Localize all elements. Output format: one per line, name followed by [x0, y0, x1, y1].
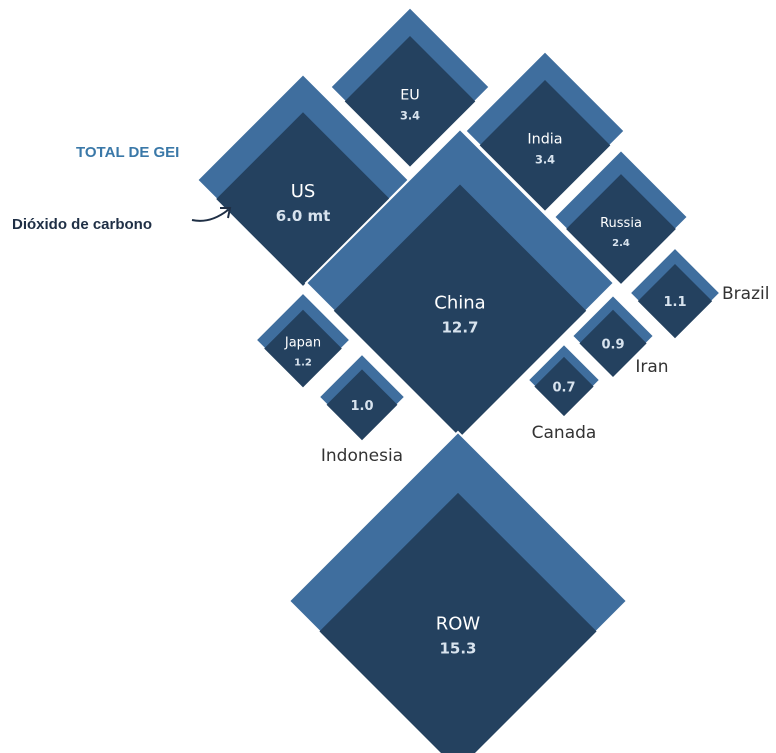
legend-co2: Dióxido de carbono	[12, 216, 153, 233]
value-china: 12.7	[441, 319, 478, 337]
diamond-row: ROW 15.3	[287, 430, 629, 753]
co2-diamond-iran	[579, 309, 647, 377]
co2-diamond-indonesia	[326, 369, 398, 441]
co2-diamond-row	[319, 492, 597, 753]
label-japan: Japan	[284, 336, 321, 351]
value-iran: 0.9	[601, 337, 624, 352]
label-brazil: Brazil	[722, 284, 769, 304]
co2-diamond-canada	[534, 356, 594, 417]
co2-diamond-brazil	[637, 264, 713, 339]
label-russia: Russia	[600, 216, 642, 231]
label-us: US	[291, 181, 316, 202]
label-iran: Iran	[635, 357, 668, 377]
diamond-brazil: 1.1 Brazil	[628, 246, 769, 340]
diamond-eu: EU 3.4	[328, 5, 492, 169]
co2-diamond-japan	[264, 309, 342, 388]
value-eu: 3.4	[400, 109, 420, 123]
co2-diamond-india	[479, 80, 611, 211]
diamond-us: US 6.0 mt	[195, 72, 411, 288]
label-india: India	[527, 131, 562, 147]
label-canada: Canada	[532, 423, 597, 443]
diamond-japan: Japan 1.2	[254, 291, 352, 389]
legend-total-ghg: TOTAL DE GEI	[76, 144, 180, 161]
co2-diamond-us	[216, 112, 390, 286]
label-china: China	[434, 293, 485, 314]
label-indonesia: Indonesia	[321, 446, 403, 466]
value-us: 6.0 mt	[276, 207, 331, 225]
co2-diamond-eu	[344, 36, 476, 167]
diamond-canada: 0.7 Canada	[526, 342, 602, 443]
value-canada: 0.7	[552, 381, 575, 396]
value-indonesia: 1.0	[350, 399, 373, 414]
co2-diamond-china	[333, 184, 587, 437]
value-india: 3.4	[535, 153, 555, 167]
value-brazil: 1.1	[663, 295, 686, 310]
value-japan: 1.2	[294, 358, 312, 369]
value-russia: 2.4	[612, 238, 630, 249]
label-row: ROW	[436, 613, 481, 634]
diamond-iran: 0.9 Iran	[570, 293, 669, 379]
legend-arrow-icon	[191, 207, 232, 222]
diamond-russia: Russia 2.4	[552, 148, 690, 286]
diamond-indonesia: 1.0 Indonesia	[317, 352, 407, 466]
co2-diamond-russia	[566, 174, 676, 284]
diamond-india: India 3.4	[463, 49, 627, 213]
value-row: 15.3	[439, 639, 476, 657]
label-eu: EU	[400, 87, 420, 103]
